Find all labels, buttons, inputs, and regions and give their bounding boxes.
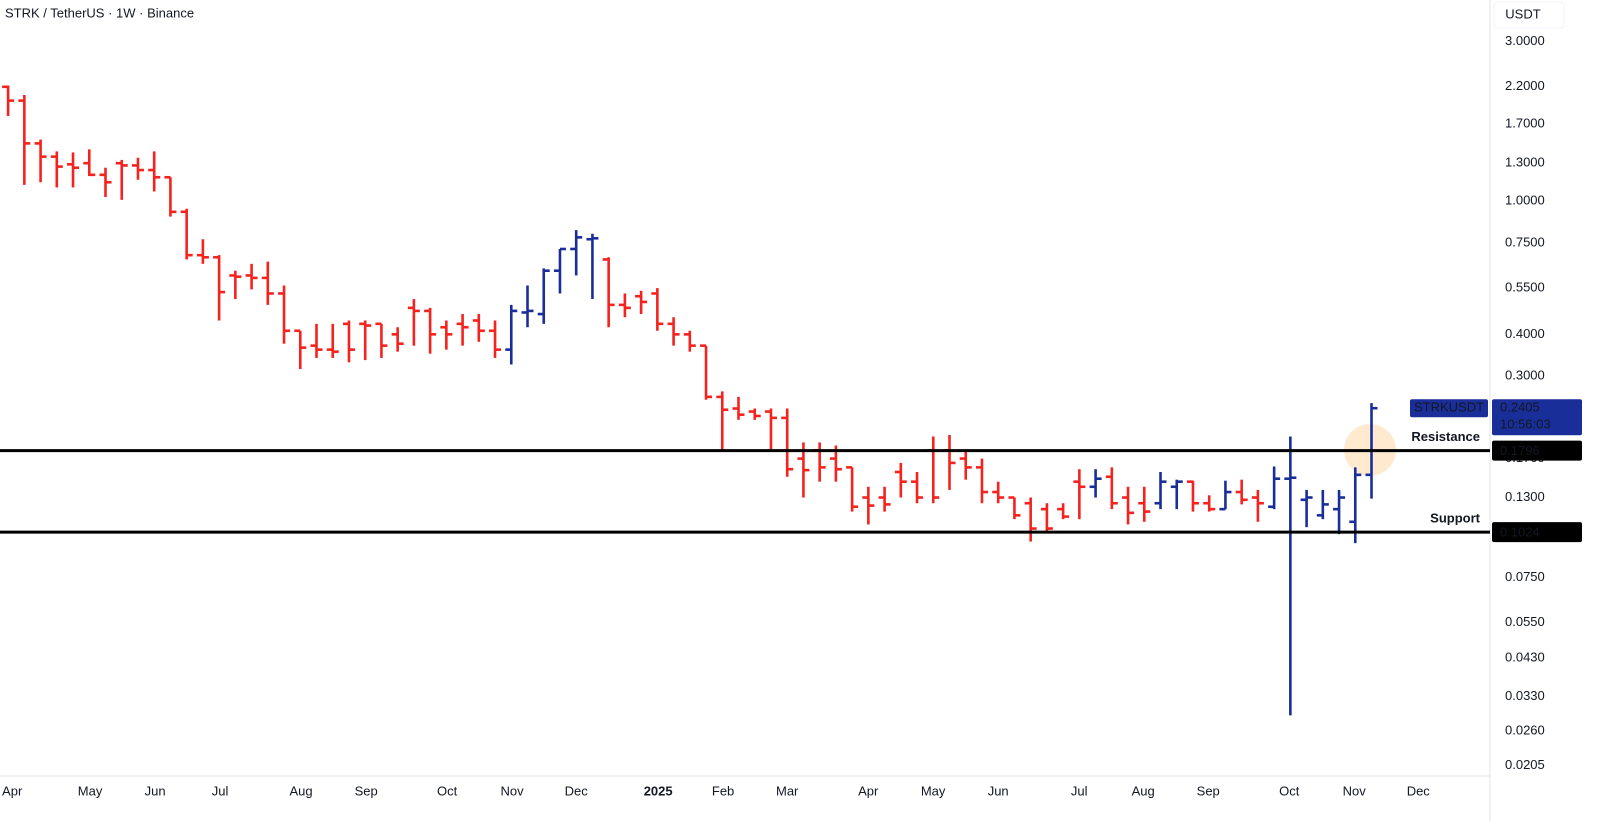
y-tick-label: 0.3000: [1505, 368, 1545, 383]
symbol-box: [1410, 399, 1488, 418]
price-label: 0.1024: [1500, 525, 1540, 540]
line-annotation: Resistance: [1411, 429, 1480, 444]
y-tick-label: 1.0000: [1505, 193, 1545, 208]
last-price-label: 0.2405: [1500, 400, 1540, 415]
price-label-box: [1492, 522, 1582, 543]
y-tick-label: 0.0260: [1505, 723, 1545, 738]
x-tick-label: Dec: [565, 783, 589, 798]
last-price-box: [1492, 399, 1582, 436]
x-tick-label: Sep: [355, 783, 378, 798]
y-tick-label: 0.1300: [1505, 489, 1545, 504]
x-tick-label: Oct: [1279, 783, 1300, 798]
x-tick-label: Aug: [1132, 783, 1155, 798]
y-tick-label: 0.4000: [1505, 326, 1545, 341]
y-tick-label: 1.3000: [1505, 155, 1545, 170]
x-tick-label: Feb: [712, 783, 734, 798]
price-label-box: [1492, 440, 1582, 461]
x-tick-label: Nov: [501, 783, 525, 798]
chart-title: STRK / TetherUS · 1W · Binance: [5, 5, 194, 20]
y-tick-label: 3.0000: [1505, 33, 1545, 48]
x-tick-label: Jul: [212, 783, 229, 798]
y-tick-label: 0.5500: [1505, 280, 1545, 295]
x-tick-label: Jun: [988, 783, 1009, 798]
x-tick-label: Nov: [1343, 783, 1367, 798]
y-tick-label: 0.0750: [1505, 569, 1545, 584]
y-tick-label: 2.2000: [1505, 78, 1545, 93]
x-tick-label: May: [921, 783, 946, 798]
x-tick-label: Aug: [290, 783, 313, 798]
y-tick-label: 1.7000: [1505, 116, 1545, 131]
x-tick-label: Dec: [1407, 783, 1431, 798]
x-tick-label: Jul: [1071, 783, 1088, 798]
x-tick-label: Oct: [437, 783, 458, 798]
x-tick-label: Apr: [2, 783, 23, 798]
x-tick-label: May: [78, 783, 103, 798]
y-tick-label: 0.0430: [1505, 650, 1545, 665]
price-label: 0.1796: [1500, 443, 1540, 458]
unit-label: USDT: [1505, 6, 1540, 21]
y-tick-label: 0.0550: [1505, 614, 1545, 629]
y-tick-label: 0.0330: [1505, 688, 1545, 703]
x-tick-label: Sep: [1197, 783, 1220, 798]
symbol-label: STRKUSDT: [1414, 400, 1484, 415]
countdown-label: 10:56:03: [1500, 417, 1551, 432]
x-tick-label: 2025: [644, 783, 673, 798]
unit-box[interactable]: [1493, 1, 1565, 29]
x-tick-label: Jun: [145, 783, 166, 798]
y-tick-label: 0.7500: [1505, 234, 1545, 249]
line-annotation: Support: [1430, 511, 1480, 526]
y-tick-label: 0.0205: [1505, 757, 1545, 772]
x-tick-label: Mar: [776, 783, 799, 798]
x-tick-label: Apr: [858, 783, 879, 798]
